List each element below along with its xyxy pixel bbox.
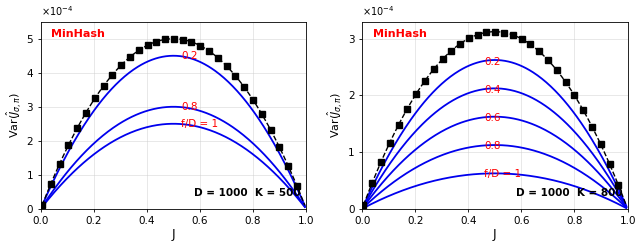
Text: 0.8: 0.8	[181, 102, 198, 112]
Text: D = 1000  K = 500: D = 1000 K = 500	[195, 188, 301, 197]
Y-axis label: Var($\hat{J}_{\sigma,\pi}$): Var($\hat{J}_{\sigma,\pi}$)	[326, 92, 345, 138]
X-axis label: J: J	[172, 228, 175, 241]
Text: D = 1000  K = 800: D = 1000 K = 800	[516, 188, 622, 197]
Y-axis label: Var($\hat{J}_{\sigma,\pi}$): Var($\hat{J}_{\sigma,\pi}$)	[4, 92, 24, 138]
Text: 0.2: 0.2	[181, 51, 198, 61]
Text: $\times10^{-4}$: $\times10^{-4}$	[362, 4, 394, 18]
Text: MinHash: MinHash	[372, 29, 427, 39]
Text: 0.4: 0.4	[484, 85, 500, 95]
Text: 0.2: 0.2	[484, 57, 500, 67]
Text: 0.8: 0.8	[484, 141, 500, 151]
Text: f/D = 1: f/D = 1	[181, 119, 218, 129]
Text: MinHash: MinHash	[51, 29, 105, 39]
Text: f/D = 1: f/D = 1	[484, 169, 522, 179]
X-axis label: J: J	[493, 228, 497, 241]
Text: 0.6: 0.6	[484, 113, 500, 123]
Text: $\times10^{-4}$: $\times10^{-4}$	[41, 4, 73, 18]
